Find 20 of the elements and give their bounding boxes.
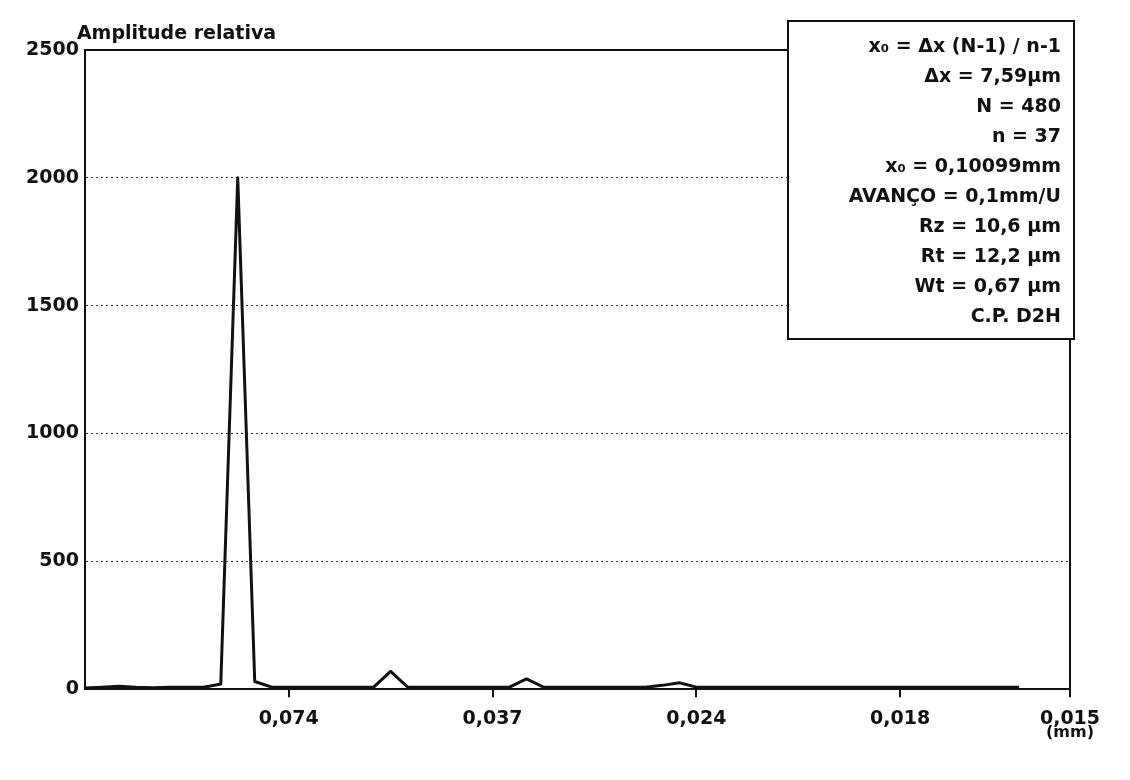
annotation: x₀ = Δx (N-1) / n-1: [867, 33, 1061, 58]
annotation: Δx = 7,59µm: [923, 63, 1061, 88]
annotation: Rt = 12,2 µm: [919, 243, 1061, 268]
y-tick-label: 1000: [25, 420, 79, 443]
annotation: Wt = 0,67 µm: [913, 273, 1061, 298]
x-tick-label: 0,024: [666, 705, 727, 728]
annotation: C.P. D2H: [969, 303, 1061, 328]
annotation: AVANÇO = 0,1mm/U: [847, 183, 1061, 208]
x-tick-label: 0,074: [258, 705, 319, 728]
x-tick-label: 0,018: [870, 705, 931, 728]
y-tick-label: 500: [39, 548, 79, 571]
annotation: N = 480: [975, 93, 1061, 118]
y-tick-label: 1500: [25, 292, 79, 315]
y-axis-title: Amplitude relativa: [76, 21, 277, 44]
annotation: n = 37: [990, 123, 1061, 148]
y-tick-label: 2000: [25, 164, 79, 187]
y-tick-label: 0: [65, 676, 79, 699]
annotation: x₀ = 0,10099mm: [884, 153, 1061, 178]
annotation: Rz = 10,6 µm: [917, 213, 1061, 238]
x-tick-label: 0,037: [462, 705, 523, 728]
